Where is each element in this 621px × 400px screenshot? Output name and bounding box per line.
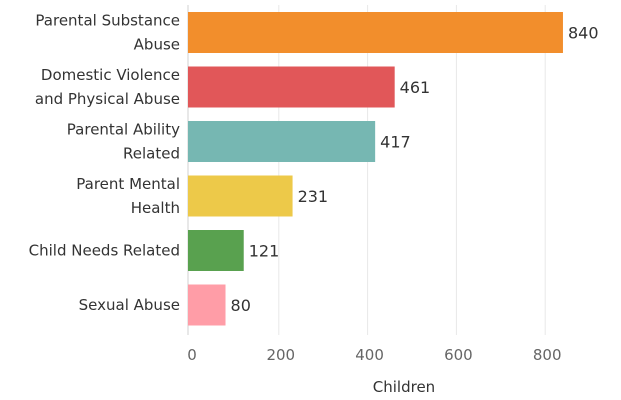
category-label: Parent Mental — [76, 175, 180, 193]
x-tick-label: 0 — [187, 346, 197, 364]
value-label: 231 — [298, 187, 329, 206]
gridlines — [187, 5, 546, 335]
value-labels: 840 461 417 231 121 80 — [231, 24, 599, 316]
bar — [188, 121, 376, 162]
bar — [188, 284, 226, 326]
bar — [188, 66, 395, 108]
category-label: Health — [131, 199, 180, 217]
value-label: 417 — [380, 133, 411, 152]
category-labels: Parental Substance Abuse Domestic Violence… — [29, 12, 180, 315]
value-label: 80 — [231, 296, 251, 315]
category-label: Domestic Violence — [41, 66, 180, 84]
bar — [188, 175, 293, 217]
value-label: 121 — [249, 242, 280, 261]
category-label: and Physical Abuse — [35, 90, 180, 108]
category-label: Child Needs Related — [29, 242, 180, 260]
x-axis-title: Children — [373, 378, 435, 396]
value-label: 840 — [568, 24, 599, 43]
category-label: Parental Ability — [67, 121, 180, 139]
x-tick-label: 400 — [355, 346, 384, 364]
bar — [188, 12, 563, 53]
category-label: Sexual Abuse — [79, 296, 180, 314]
value-label: 461 — [400, 78, 431, 97]
x-tick-label: 200 — [266, 346, 295, 364]
category-label: Related — [123, 145, 180, 163]
category-label: Abuse — [134, 36, 180, 54]
x-tick-label: 600 — [444, 346, 473, 364]
x-axis-ticks: 0 200 400 600 800 — [187, 346, 561, 364]
category-label: Parental Substance — [35, 12, 180, 30]
x-tick-label: 800 — [533, 346, 562, 364]
bar — [188, 230, 244, 271]
bars — [188, 12, 563, 326]
